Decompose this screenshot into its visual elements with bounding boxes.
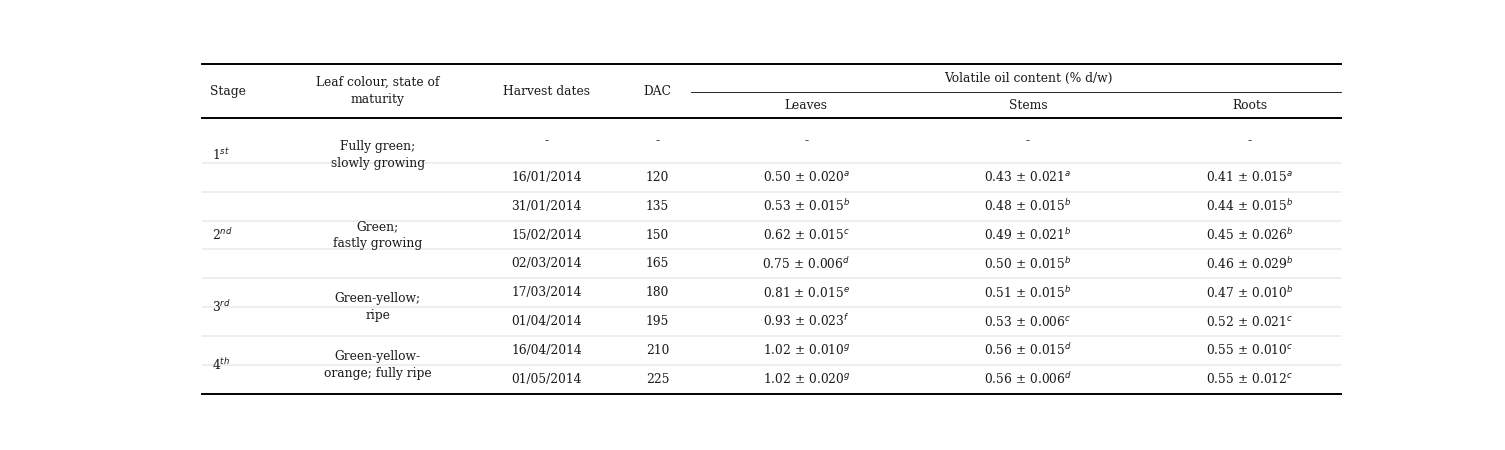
Text: Volatile oil content (% d/w): Volatile oil content (% d/w) [944,72,1112,85]
Text: 0.55 ± 0.012$^{c}$: 0.55 ± 0.012$^{c}$ [1206,372,1293,386]
Text: 0.56 ± 0.006$^{d}$: 0.56 ± 0.006$^{d}$ [984,371,1072,387]
Text: -: - [1026,134,1029,147]
Text: 0.81 ± 0.015$^{e}$: 0.81 ± 0.015$^{e}$ [763,286,850,300]
Text: 225: 225 [646,373,670,386]
Text: Roots: Roots [1233,99,1267,112]
Text: 1$^{st}$: 1$^{st}$ [212,147,230,163]
Text: 0.50 ± 0.020$^{a}$: 0.50 ± 0.020$^{a}$ [763,171,850,184]
Text: 16/01/2014: 16/01/2014 [512,171,582,184]
Text: 15/02/2014: 15/02/2014 [512,229,582,242]
Text: -: - [545,134,549,147]
Text: 1.02 ± 0.020$^{g}$: 1.02 ± 0.020$^{g}$ [763,372,850,386]
Text: 01/04/2014: 01/04/2014 [512,315,582,328]
Text: 0.93 ± 0.023$^{f}$: 0.93 ± 0.023$^{f}$ [763,314,850,329]
Text: Leaves: Leaves [784,99,828,112]
Text: 0.49 ± 0.021$^{b}$: 0.49 ± 0.021$^{b}$ [984,227,1072,243]
Text: 0.75 ± 0.006$^{d}$: 0.75 ± 0.006$^{d}$ [763,256,850,272]
Text: 02/03/2014: 02/03/2014 [512,257,582,270]
Text: Stage: Stage [211,85,245,98]
Text: Stems: Stems [1008,99,1047,112]
Text: 0.46 ± 0.029$^{b}$: 0.46 ± 0.029$^{b}$ [1206,256,1293,272]
Text: Green;
fastly growing: Green; fastly growing [333,220,423,250]
Text: 0.41 ± 0.015$^{a}$: 0.41 ± 0.015$^{a}$ [1206,171,1293,184]
Text: 0.56 ± 0.015$^{d}$: 0.56 ± 0.015$^{d}$ [984,342,1072,358]
Text: Green-yellow-
orange; fully ripe: Green-yellow- orange; fully ripe [324,350,432,380]
Text: 16/04/2014: 16/04/2014 [512,344,582,357]
Text: DAC: DAC [644,85,671,98]
Text: 0.53 ± 0.015$^{b}$: 0.53 ± 0.015$^{b}$ [763,198,850,214]
Text: 0.45 ± 0.026$^{b}$: 0.45 ± 0.026$^{b}$ [1206,227,1293,243]
Text: 135: 135 [646,200,670,213]
Text: Leaf colour, state of
maturity: Leaf colour, state of maturity [316,76,439,106]
Text: 4$^{th}$: 4$^{th}$ [212,357,230,373]
Text: 3$^{rd}$: 3$^{rd}$ [212,299,230,315]
Text: 0.51 ± 0.015$^{b}$: 0.51 ± 0.015$^{b}$ [984,285,1072,301]
Text: 0.43 ± 0.021$^{a}$: 0.43 ± 0.021$^{a}$ [984,171,1072,184]
Text: 0.48 ± 0.015$^{b}$: 0.48 ± 0.015$^{b}$ [984,198,1072,214]
Text: -: - [1248,134,1252,147]
Text: Green-yellow;
ripe: Green-yellow; ripe [334,292,421,322]
Text: 01/05/2014: 01/05/2014 [512,373,582,386]
Text: 0.53 ± 0.006$^{c}$: 0.53 ± 0.006$^{c}$ [984,315,1072,328]
Text: Harvest dates: Harvest dates [503,85,590,98]
Text: 17/03/2014: 17/03/2014 [512,286,582,299]
Text: 31/01/2014: 31/01/2014 [512,200,582,213]
Text: -: - [656,134,659,147]
Text: Fully green;
slowly growing: Fully green; slowly growing [331,140,424,170]
Text: 0.62 ± 0.015$^{c}$: 0.62 ± 0.015$^{c}$ [763,228,850,242]
Text: 0.44 ± 0.015$^{b}$: 0.44 ± 0.015$^{b}$ [1206,198,1293,214]
Text: 210: 210 [646,344,670,357]
Text: 0.55 ± 0.010$^{c}$: 0.55 ± 0.010$^{c}$ [1206,343,1293,357]
Text: 0.52 ± 0.021$^{c}$: 0.52 ± 0.021$^{c}$ [1206,315,1293,328]
Text: 0.50 ± 0.015$^{b}$: 0.50 ± 0.015$^{b}$ [984,256,1072,272]
Text: 195: 195 [646,315,670,328]
Text: 165: 165 [646,257,670,270]
Text: 0.47 ± 0.010$^{b}$: 0.47 ± 0.010$^{b}$ [1206,285,1293,301]
Text: 180: 180 [646,286,670,299]
Text: -: - [804,134,808,147]
Text: 2$^{nd}$: 2$^{nd}$ [212,227,232,243]
Text: 120: 120 [646,171,670,184]
Text: 150: 150 [646,229,670,242]
Text: 1.02 ± 0.010$^{g}$: 1.02 ± 0.010$^{g}$ [763,343,850,357]
